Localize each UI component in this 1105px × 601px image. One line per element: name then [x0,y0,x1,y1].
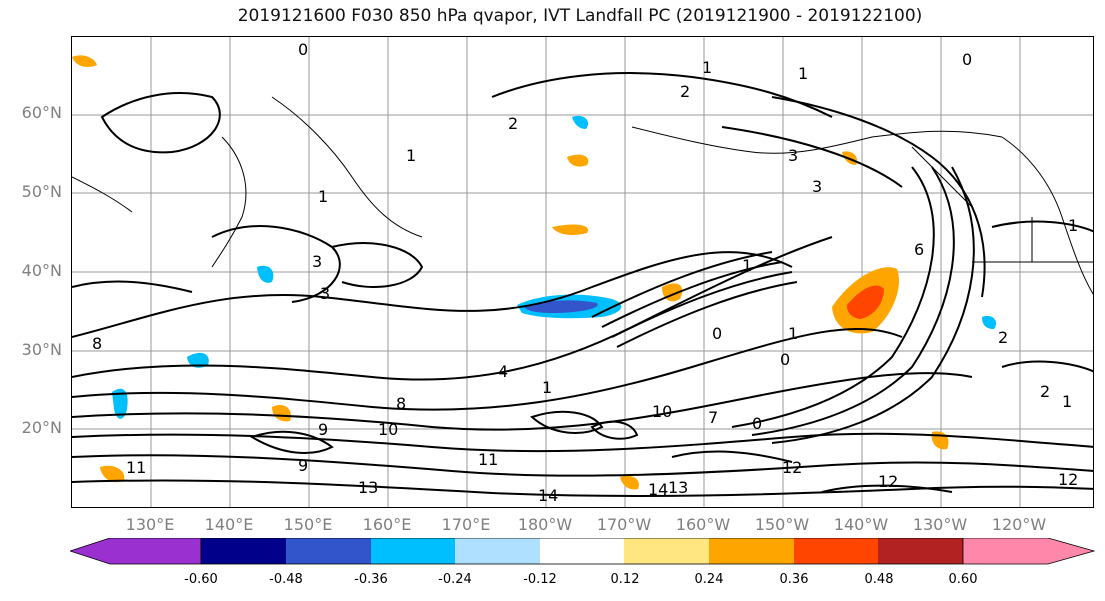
colorbar-segment [540,538,624,564]
colorbar [70,538,1096,565]
contour-label: 1 [702,58,712,77]
contour-label: 9 [318,420,328,439]
lat-label-50n: 50°N [21,182,62,201]
contour-label: 2 [508,114,518,133]
lon-label: 130°W [912,515,968,534]
contour-label: 7 [708,408,718,427]
colorbar-tick: -0.12 [523,572,557,587]
contour-label: 0 [752,414,762,433]
contour-label: 1 [1062,392,1072,411]
colorbar-tick: -0.48 [269,572,303,587]
colorbar-segment [286,538,371,564]
colorbar-tick: -0.60 [184,572,218,587]
contour-label: 6 [914,240,924,259]
colorbar-tick: -0.24 [438,572,472,587]
colorbar-segments [200,538,964,565]
contour-label: 8 [396,394,406,413]
contour-label: 0 [298,40,308,59]
lon-label: 140°W [833,515,889,534]
lon-label: 180°W [517,515,573,534]
contour-label-layer: 0 1 2 1 2 0 1 3 3 1 1 3 6 1 3 0 1 0 2 8 … [92,40,1078,505]
colorbar-tick: 0.36 [779,572,809,587]
contour-label: 10 [378,420,398,439]
contour-label: 10 [652,402,672,421]
contour-label: 13 [358,478,378,497]
contour-label: 1 [406,146,416,165]
colorbar-extend-min [70,538,202,565]
lat-label-20n: 20°N [21,418,62,437]
contours [72,72,1093,497]
contour-label: 11 [478,450,498,469]
plot-title: 2019121600 F030 850 hPa qvapor, IVT Land… [237,6,923,26]
colorbar-tick: 0.12 [610,572,640,587]
contour-label: 3 [320,284,330,303]
coastlines [72,96,1093,295]
contour-label: 13 [668,478,688,497]
contour-label: 1 [542,378,552,397]
contour-label: 3 [788,146,798,165]
contour-label: 12 [782,458,802,477]
lon-label: 130°E [125,515,175,534]
lat-label-40n: 40°N [21,261,62,280]
lon-label: 140°E [204,515,254,534]
colorbar-tick: 0.60 [948,572,978,587]
colorbar-segment [201,538,286,564]
lon-label: 150°E [283,515,333,534]
colorbar-segment [794,538,878,564]
colorbar-segment [709,538,794,564]
colorbar-tick: 0.48 [864,572,894,587]
lon-label: 170°E [441,515,491,534]
lon-label: 120°W [991,515,1047,534]
lat-label-30n: 30°N [21,340,62,359]
pc-shading [72,55,997,490]
colorbar-tick: -0.36 [354,572,388,587]
contour-label: 2 [998,328,1008,347]
contour-label: 1 [798,64,808,83]
contour-label: 1 [788,324,798,343]
colorbar-segment [371,538,455,564]
contour-label: 1 [318,187,328,206]
lon-label: 160°W [675,515,731,534]
colorbar-segment [624,538,709,564]
lon-label: 160°E [362,515,412,534]
contour-label: 3 [312,252,322,271]
contour-label: 1 [1068,216,1078,235]
colorbar-tick: 0.24 [694,572,724,587]
contour-label: 4 [498,362,508,381]
map-canvas: 0 1 2 1 2 0 1 3 3 1 1 3 6 1 3 0 1 0 2 8 … [72,37,1093,507]
contour-label: 8 [92,334,102,353]
contour-label: 12 [1058,470,1078,489]
contour-label: 2 [1040,382,1050,401]
contour-label: 11 [126,458,146,477]
lat-label-60n: 60°N [21,103,62,122]
contour-label: 0 [962,50,972,69]
colorbar-segment [455,538,540,564]
contour-label: 0 [712,324,722,343]
colorbar-extend-max [962,538,1096,565]
contour-label: 1 [742,256,752,275]
lon-label: 170°W [596,515,652,534]
contour-label: 14 [538,486,558,505]
contour-label: 2 [680,82,690,101]
contour-label: 12 [878,472,898,491]
contour-label: 14 [648,480,668,499]
contour-label: 0 [780,350,790,369]
colorbar-segment [878,538,963,564]
contour-label: 9 [298,456,308,475]
lon-label: 150°W [754,515,810,534]
contour-label: 3 [812,177,822,196]
map-panel: 0 1 2 1 2 0 1 3 3 1 1 3 6 1 3 0 1 0 2 8 … [71,36,1094,508]
